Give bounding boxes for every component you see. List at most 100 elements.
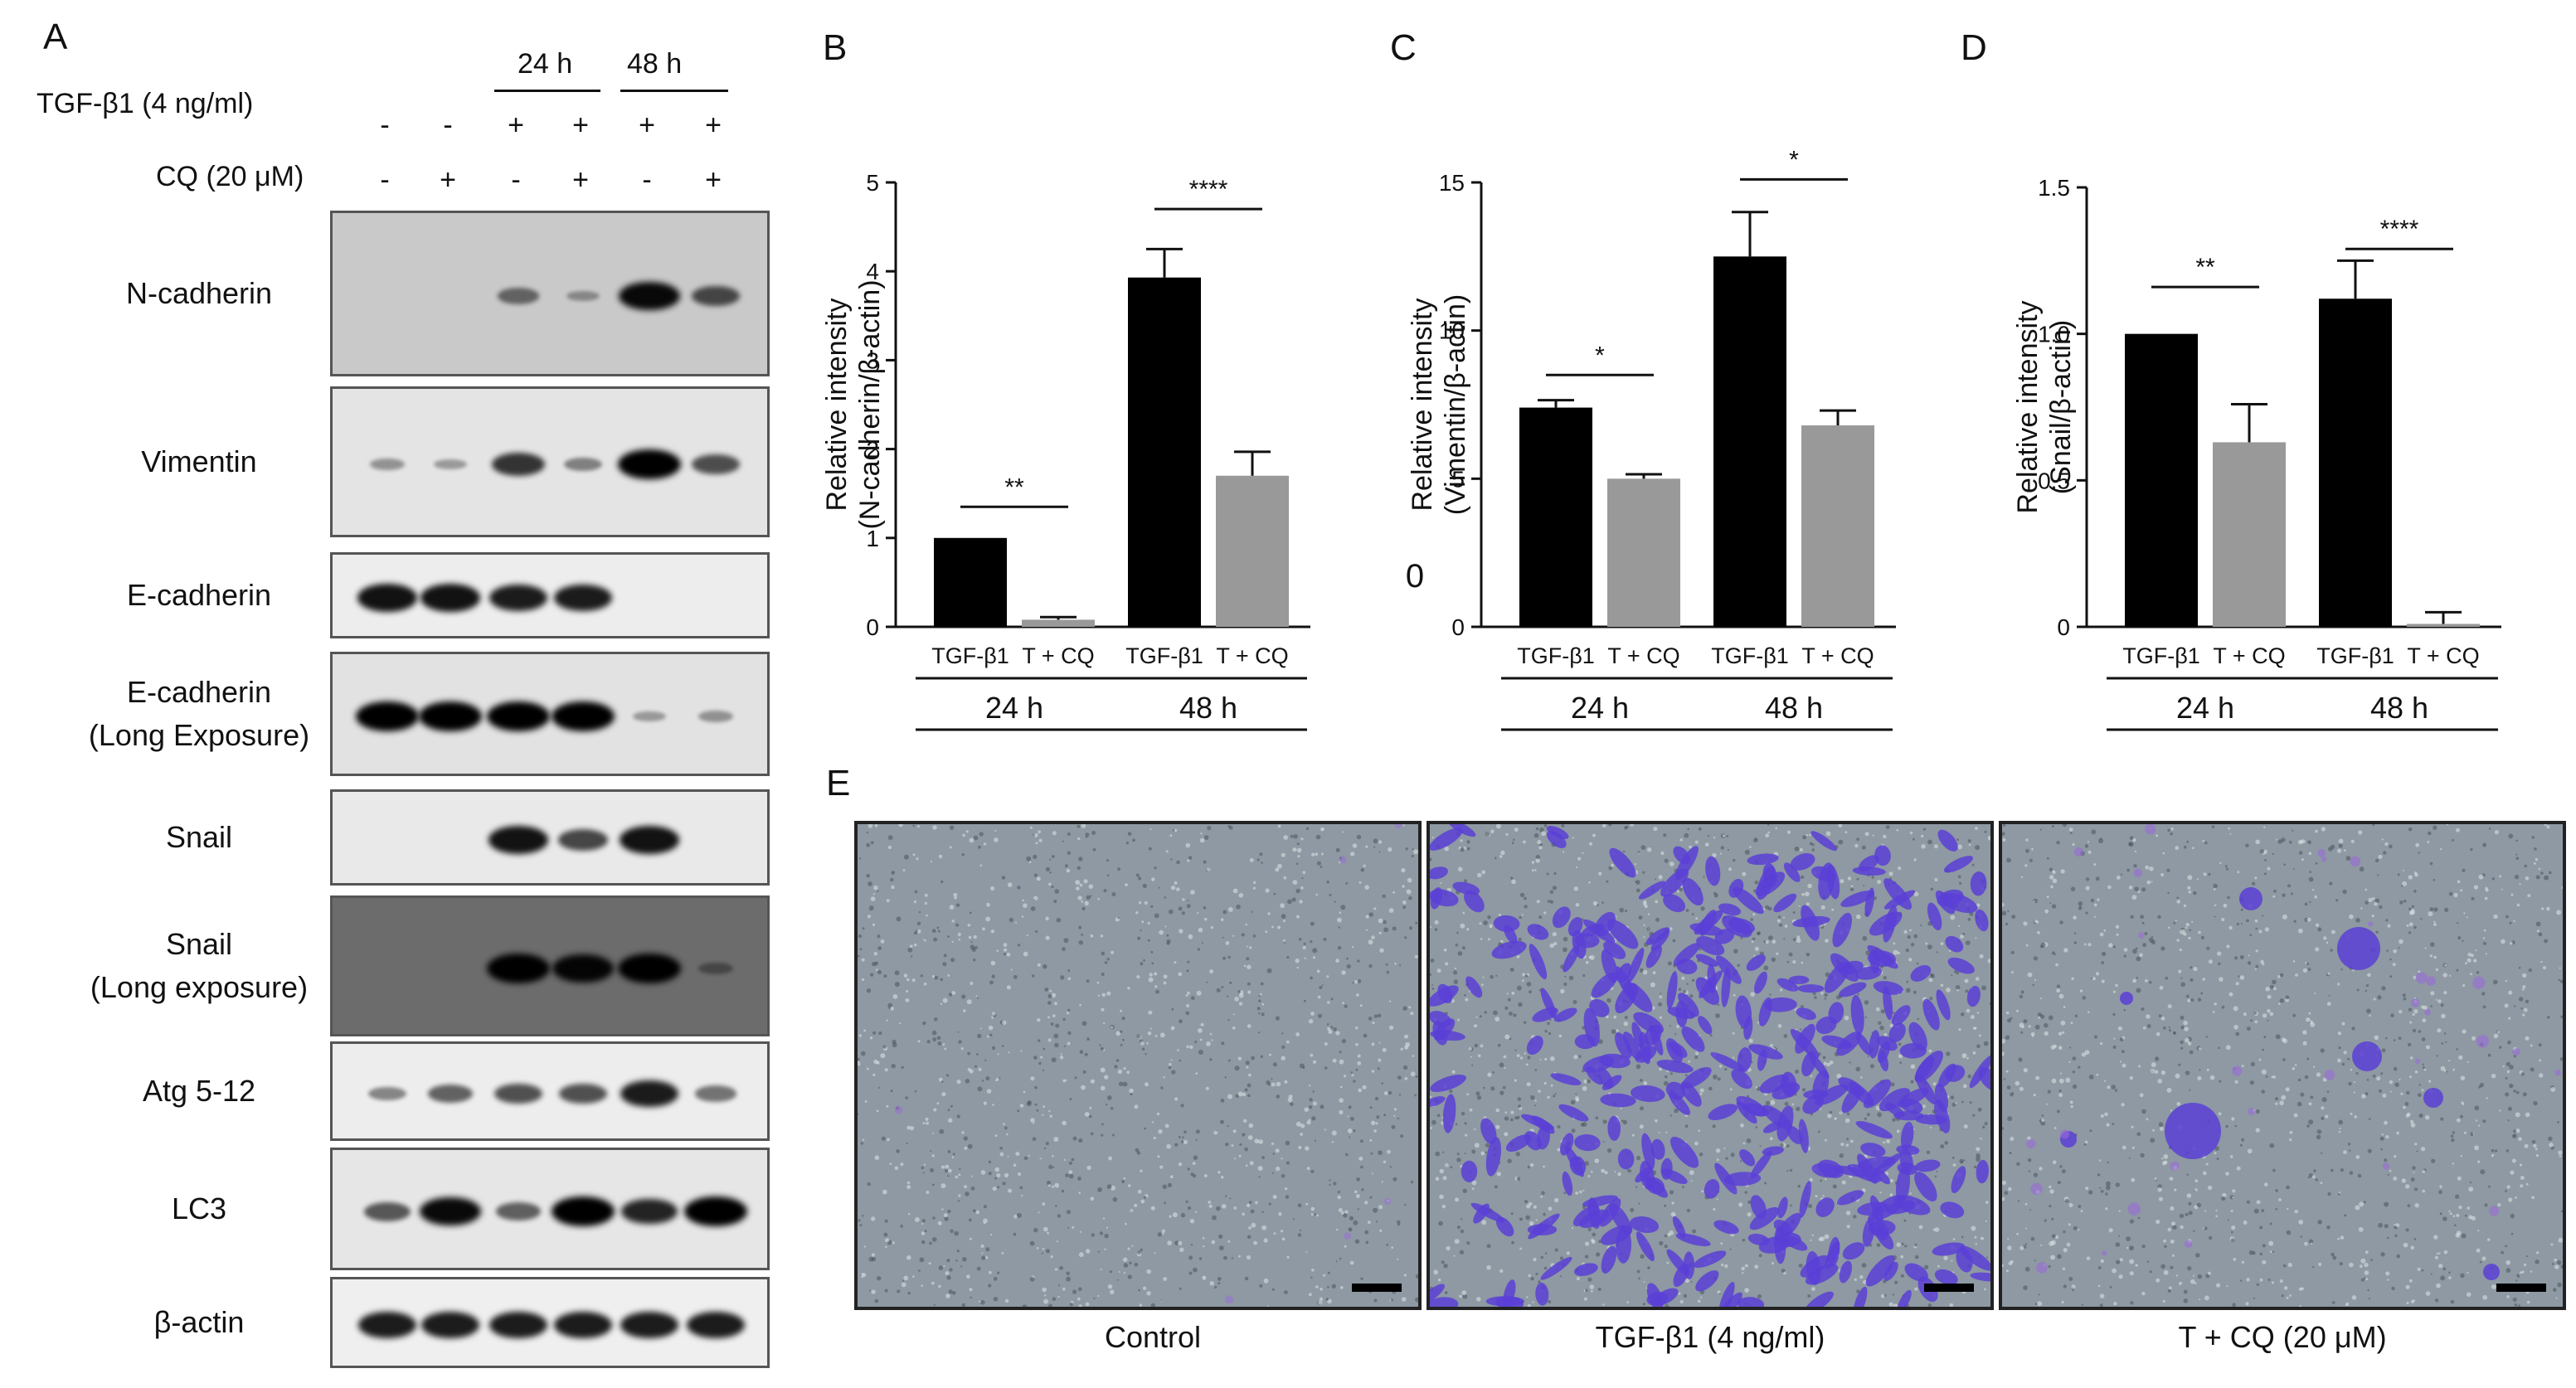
membrane-pore [1692, 1229, 1697, 1234]
membrane-pore [1443, 948, 1447, 952]
membrane-pore [2259, 849, 2265, 854]
membrane-pore [1207, 826, 1212, 831]
membrane-pore [1072, 1289, 1077, 1294]
membrane-pore [980, 1244, 984, 1248]
membrane-pore [1128, 1184, 1131, 1187]
membrane-pore [1037, 1018, 1041, 1022]
membrane-pore [2306, 1124, 2310, 1128]
membrane-pore [1109, 1289, 1115, 1295]
x-tick-label: TGF-β1 [1125, 643, 1203, 668]
membrane-pore [1554, 1197, 1559, 1203]
membrane-pore [1120, 1009, 1122, 1012]
membrane-pore [2197, 997, 2202, 1002]
membrane-pore [1042, 1287, 1047, 1293]
scale-bar [2496, 1284, 2546, 1292]
membrane-pore [1019, 1104, 1024, 1108]
membrane-pore [1825, 972, 1830, 978]
membrane-pore [924, 901, 927, 905]
membrane-pore [2304, 1075, 2309, 1080]
membrane-pore [1796, 938, 1801, 944]
membrane-pore [1846, 1225, 1850, 1229]
membrane-pore [2016, 1232, 2019, 1235]
membrane-pore [2169, 1029, 2171, 1032]
membrane-pore [958, 938, 961, 941]
membrane-pore [1221, 1204, 1227, 1209]
membrane-pore [1404, 936, 1407, 939]
stained-cell [1569, 1156, 1587, 1176]
membrane-pore [963, 1009, 966, 1012]
stained-cell [1574, 1134, 1601, 1152]
membrane-pore [1855, 1066, 1861, 1072]
membrane-pore [1295, 888, 1300, 894]
membrane-pore [1402, 905, 1407, 910]
membrane-pore [2557, 1121, 2559, 1124]
membrane-pore [906, 1255, 911, 1260]
membrane-pore [2078, 1205, 2082, 1208]
membrane-pore [2272, 895, 2276, 898]
membrane-pore [1400, 1047, 1403, 1051]
membrane-pore [1023, 1156, 1028, 1161]
membrane-pore [1251, 910, 1253, 913]
membrane-pore [1014, 921, 1018, 924]
membrane-pore [2405, 1284, 2410, 1289]
membrane-pore [2326, 1225, 2331, 1230]
membrane-pore [1205, 1086, 1209, 1090]
membrane-pore [2052, 1160, 2057, 1164]
membrane-pore [1517, 1097, 1522, 1101]
membrane-pore [1373, 907, 1377, 910]
membrane-pore [1534, 869, 1537, 871]
membrane-pore [1021, 1194, 1023, 1197]
stained-cell [1442, 1094, 1456, 1133]
membrane-pore [2460, 889, 2463, 892]
membrane-pore [1733, 858, 1736, 862]
membrane-pore [2141, 1007, 2145, 1011]
membrane-pore [2477, 1230, 2480, 1232]
membrane-pore [2440, 1275, 2446, 1281]
membrane-pore [872, 1031, 877, 1035]
membrane-pore [2078, 901, 2083, 906]
blot-strip [330, 211, 770, 376]
membrane-pore [1888, 1302, 1893, 1307]
membrane-pore [2393, 1066, 2398, 1071]
membrane-pore [1043, 1298, 1049, 1304]
stained-cell [1607, 919, 1639, 949]
membrane-pore [2097, 898, 2100, 901]
membrane-pore [2460, 1273, 2465, 1279]
membrane-pore [1097, 994, 1100, 997]
stained-cell [1626, 948, 1645, 983]
stained-cell [1797, 984, 1825, 993]
membrane-pore [1824, 992, 1828, 997]
membrane-pore [1576, 1277, 1580, 1281]
membrane-pore [862, 1273, 867, 1278]
membrane-pore [1179, 1019, 1183, 1024]
membrane-pore [1362, 1085, 1367, 1090]
membrane-pore [2180, 977, 2183, 979]
membrane-pore [1413, 849, 1418, 855]
membrane-pore [1304, 957, 1306, 959]
membrane-pore [1485, 1151, 1487, 1154]
membrane-pore [2486, 1097, 2488, 1099]
membrane-pore [949, 905, 955, 910]
membrane-pore [2249, 1080, 2254, 1085]
membrane-pore [1178, 1136, 1181, 1138]
membrane-pore [1052, 1185, 1055, 1188]
membrane-pore [1801, 893, 1805, 896]
membrane-pore [1697, 1299, 1701, 1303]
membrane-pore [1653, 827, 1658, 832]
membrane-pore [2509, 921, 2512, 925]
blot-band [420, 1196, 481, 1226]
membrane-pore [973, 958, 976, 962]
stained-cell [1560, 1133, 1574, 1156]
x-tick-label: TGF-β1 [2122, 643, 2200, 668]
membrane-pore [1792, 960, 1796, 964]
membrane-pore [2204, 1295, 2209, 1301]
membrane-pore [2107, 1161, 2110, 1164]
stained-cell [1574, 1263, 1598, 1277]
membrane-pore [1151, 877, 1155, 881]
membrane-pore [2407, 1204, 2411, 1207]
membrane-pore [1779, 923, 1782, 927]
membrane-pore [1976, 1157, 1981, 1162]
membrane-pore [1033, 873, 1038, 877]
membrane-pore [2009, 1152, 2012, 1154]
membrane-pore [1370, 1152, 1373, 1155]
